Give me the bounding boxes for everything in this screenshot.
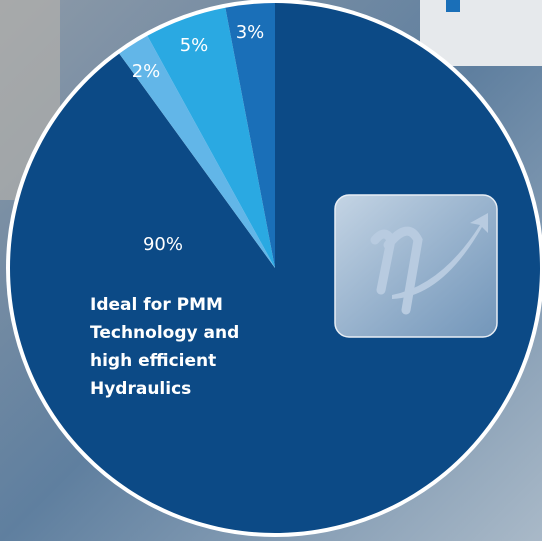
- annotation-line: Technology and: [90, 323, 239, 343]
- slice-label: 90%: [143, 234, 183, 255]
- labels: 90% 2% 5% 3% Ideal for PMM Technology and high…: [90, 22, 264, 399]
- annotation-line: high efficient: [90, 351, 216, 371]
- slice-label: 3%: [236, 22, 265, 43]
- legend-panel: [420, 0, 542, 66]
- pie-slice: [147, 7, 275, 269]
- pie-slice: [225, 2, 275, 268]
- pie: [6, 0, 542, 537]
- annotation-line: Hydraulics: [90, 379, 191, 399]
- pie-slice: [119, 35, 275, 268]
- logo: [334, 194, 498, 338]
- pie-slice: [9, 3, 540, 533]
- legend-swatch: [446, 0, 460, 12]
- slice-label: 5%: [180, 35, 209, 56]
- slice-label: 2%: [132, 61, 161, 82]
- annotation-line: Ideal for PMM: [90, 295, 223, 315]
